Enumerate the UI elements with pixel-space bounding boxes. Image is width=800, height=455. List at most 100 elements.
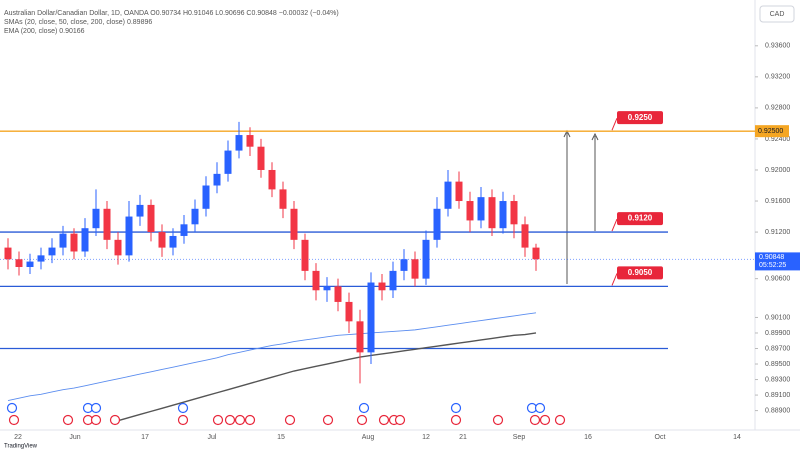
currency-button[interactable] — [759, 5, 795, 23]
candle-body — [59, 233, 67, 248]
x-tick-label: 22 — [14, 434, 22, 441]
ma-line — [7, 312, 537, 401]
candle-body — [312, 270, 320, 291]
candle-body — [136, 204, 144, 217]
event-icon — [177, 402, 189, 414]
x-tick-label: 16 — [584, 434, 592, 441]
candle-body — [246, 135, 254, 147]
ma-line — [117, 332, 537, 422]
candle-body — [180, 224, 188, 236]
legend-line: EMA (200, close) 0.90166 — [4, 28, 85, 35]
level-tag-label: 0.9250 — [628, 113, 653, 122]
legend-line: SMAs (20, close, 50, close, 200, close) … — [4, 19, 152, 26]
x-tick-label: 17 — [141, 434, 149, 441]
candle-body — [466, 201, 474, 221]
y-tick-label: 0.89500 — [765, 361, 790, 368]
y-tick-label: 0.92400 — [765, 136, 790, 143]
candle-body — [334, 286, 342, 302]
candle-body — [444, 181, 452, 209]
event-icon — [450, 402, 462, 414]
price-tag-label: 0.90848 — [759, 254, 784, 261]
x-tick-label: 14 — [733, 434, 741, 441]
event-icon — [62, 414, 74, 426]
arrow-head — [591, 132, 599, 141]
candle-body — [433, 208, 441, 240]
event-icon — [534, 402, 546, 414]
candle-body — [510, 201, 518, 225]
candle-body — [4, 247, 12, 260]
currency[interactable]: CAD — [770, 11, 785, 18]
y-tick-label: 0.89900 — [765, 330, 790, 337]
y-tick-label: 0.91600 — [765, 198, 790, 205]
candle-body — [213, 173, 221, 186]
level-tag-pointer — [611, 273, 618, 286]
level-tag-label: 0.9120 — [628, 214, 653, 223]
candle-body — [323, 286, 331, 291]
axis-tag — [755, 125, 789, 138]
candle-body — [279, 189, 287, 209]
event-icon — [234, 414, 246, 426]
candle-body — [147, 204, 155, 233]
x-tick-label: 15 — [277, 434, 285, 441]
x-tick-label: Oct — [655, 434, 666, 441]
candle-body — [378, 282, 386, 291]
x-tick-label: Jul — [208, 434, 217, 441]
candle-body — [114, 239, 122, 256]
event-icon — [378, 414, 390, 426]
x-tick-label: 12 — [422, 434, 430, 441]
y-tick-label: 0.90100 — [765, 314, 790, 321]
level-tag-label: 0.9050 — [628, 268, 653, 277]
y-tick-label: 0.88900 — [765, 407, 790, 414]
candle-body — [26, 261, 34, 268]
candle-body — [268, 169, 276, 190]
event-icon — [244, 414, 256, 426]
candle-body — [477, 197, 485, 221]
candle-body — [92, 208, 100, 229]
level-tag-pointer — [611, 117, 618, 131]
level-tag — [617, 266, 663, 280]
candle-body — [532, 247, 540, 260]
y-tick-label: 0.89700 — [765, 345, 790, 352]
event-icon — [90, 402, 102, 414]
candle-body — [224, 150, 232, 174]
candle-body — [169, 235, 177, 248]
y-tick-label: 0.89300 — [765, 376, 790, 383]
y-tick-label: 0.92800 — [765, 105, 790, 112]
event-icon — [6, 402, 18, 414]
candle-body — [290, 208, 298, 240]
event-icon — [356, 414, 368, 426]
event-icon — [450, 414, 462, 426]
event-icon — [394, 414, 406, 426]
candle-body — [499, 201, 507, 229]
candle-body — [81, 228, 89, 252]
event-icon — [539, 414, 551, 426]
candle-body — [125, 216, 133, 256]
candle-body — [389, 270, 397, 291]
candle-body — [15, 259, 23, 268]
candle-body — [158, 232, 166, 248]
legend-line: Australian Dollar/Canadian Dollar, 1D, O… — [4, 10, 339, 17]
event-icon — [554, 414, 566, 426]
candle-body — [202, 185, 210, 209]
candle-body — [488, 197, 496, 229]
price-tag-countdown: 05:52:25 — [759, 262, 786, 269]
y-tick-label: 0.93600 — [765, 43, 790, 50]
event-icon — [358, 402, 370, 414]
level-tag — [617, 212, 663, 226]
candle-body — [521, 224, 529, 248]
event-icon — [224, 414, 236, 426]
candle-body — [411, 259, 419, 279]
event-icon — [322, 414, 334, 426]
event-icon — [109, 414, 121, 426]
price-tag — [755, 252, 800, 271]
candle-body — [400, 259, 408, 271]
y-tick-label: 0.92000 — [765, 167, 790, 174]
x-tick-label: 21 — [459, 434, 467, 441]
event-icon — [529, 414, 541, 426]
candle-body — [455, 181, 463, 202]
candle-body — [103, 208, 111, 240]
event-icon — [8, 414, 20, 426]
